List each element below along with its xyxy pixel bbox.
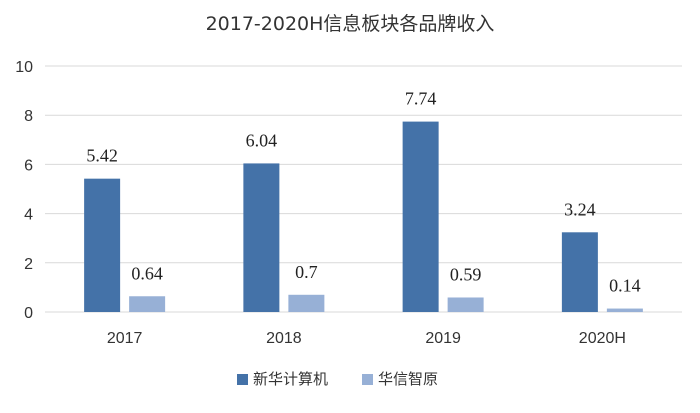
y-tick-label: 4 — [24, 207, 33, 224]
data-label: 5.42 — [86, 146, 118, 166]
legend-swatch — [237, 374, 248, 385]
data-label: 0.7 — [295, 262, 318, 282]
data-label: 3.24 — [564, 199, 596, 219]
data-label: 6.04 — [246, 130, 278, 150]
bar-series2-2017 — [129, 296, 166, 312]
legend-label: 华信智原 — [378, 370, 438, 388]
y-tick-label: 8 — [24, 108, 33, 125]
data-labels: 5.42 0.64 6.04 0.7 7.74 0.59 3.24 0.14 — [86, 89, 640, 296]
data-label: 7.74 — [405, 89, 437, 109]
legend: 新华计算机 华信智原 — [237, 370, 438, 388]
bar-series2-2020H — [606, 308, 643, 312]
bar-series1-2020H — [561, 232, 598, 312]
x-axis-ticks: 2017 2018 2019 2020H — [107, 330, 626, 347]
bar-series2-2018 — [288, 294, 325, 312]
bar-series1-2018 — [243, 163, 280, 312]
bar-series1-2019 — [402, 121, 439, 312]
legend-label: 新华计算机 — [253, 370, 328, 388]
y-tick-label: 2 — [24, 256, 33, 273]
y-tick-label: 10 — [15, 59, 33, 76]
y-tick-label: 6 — [24, 157, 33, 174]
bars — [84, 121, 643, 312]
y-axis-ticks: 0 2 4 6 8 10 — [15, 59, 33, 322]
x-tick-label: 2019 — [425, 330, 461, 347]
y-tick-label: 0 — [24, 305, 33, 322]
chart-title: 2017-2020H信息板块各品牌收入 — [206, 13, 495, 35]
data-label: 0.59 — [450, 264, 482, 284]
bar-series1-2017 — [84, 178, 121, 312]
data-label: 0.64 — [131, 263, 163, 283]
x-tick-label: 2017 — [107, 330, 143, 347]
legend-swatch — [362, 374, 373, 385]
x-tick-label: 2018 — [266, 330, 302, 347]
data-label: 0.14 — [609, 276, 641, 296]
bar-series2-2019 — [447, 297, 484, 312]
x-tick-label: 2020H — [579, 330, 626, 347]
